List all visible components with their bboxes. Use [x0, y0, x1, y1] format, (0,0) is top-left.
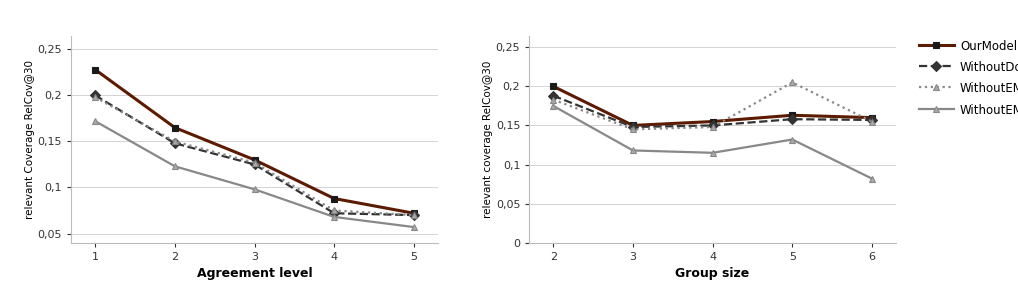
Y-axis label: relevant Coverage RelCov@30: relevant Coverage RelCov@30	[24, 59, 35, 219]
X-axis label: Group size: Group size	[676, 267, 749, 280]
Legend: OurModel, WithoutDoL, WithoutEM, WithoutEMDoL: OurModel, WithoutDoL, WithoutEM, Without…	[916, 37, 1018, 119]
X-axis label: Agreement level: Agreement level	[196, 267, 313, 280]
Y-axis label: relevant coverage RelCov@30: relevant coverage RelCov@30	[483, 60, 493, 218]
